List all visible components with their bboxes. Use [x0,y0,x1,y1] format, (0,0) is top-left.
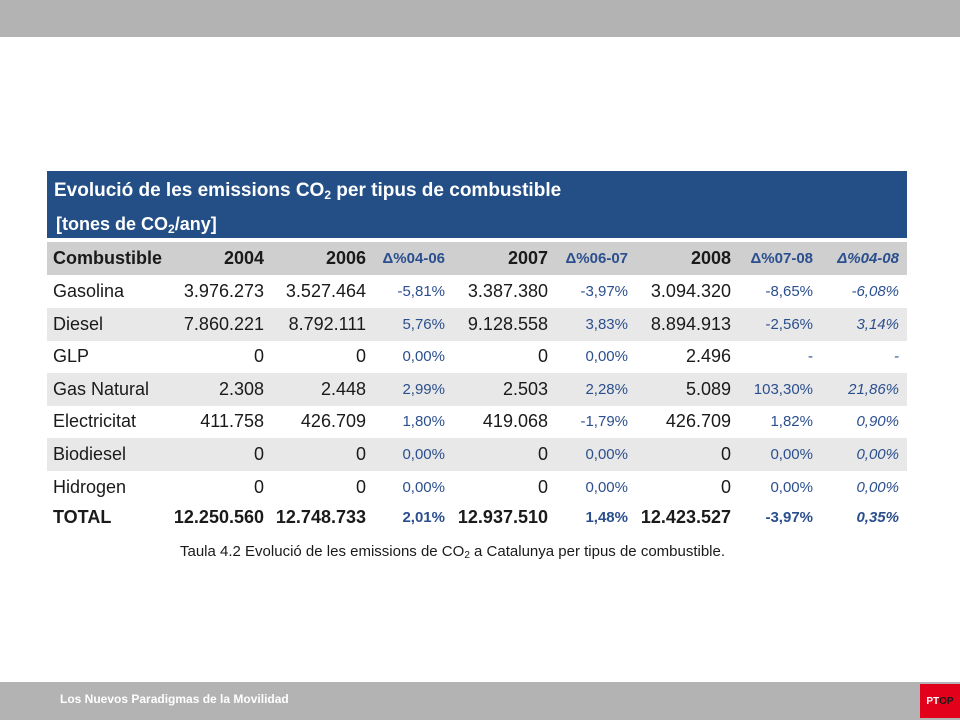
cell-y2004: 411.758 [200,411,264,432]
cell-d1: 0,00% [402,446,445,463]
cell-d2: -3,97% [580,283,628,300]
cell-d2: 0,00% [585,348,628,366]
cell-d2: 3,83% [585,315,628,333]
total-2004: 12.250.560 [173,507,264,527]
header-delta-06-07: Δ%06-07 [565,250,628,267]
table-row: Gasolina 3.976.273 3.527.464 -5,81% 3.387.38… [47,275,907,308]
cell-y2006: 0 [355,346,366,367]
cell-name: Electricitat [53,411,137,432]
total-delta-04-08: 0,35% [856,509,899,526]
cell-d1: -5,81% [397,283,445,300]
table-row: Biodiesel 0 0 0,00% 0 0,00% 0 0,00% 0,00% [47,438,907,471]
cell-d2: 0,00% [585,446,628,463]
total-2006: 12.748.733 [275,507,366,527]
cell-name: Gas Natural [53,378,150,399]
cell-d4: 0,00% [856,478,899,496]
cell-d1: 5,76% [402,315,445,333]
cell-y2007: 0 [537,346,548,367]
cell-d4: -6,08% [851,283,899,300]
header-delta-07-08: Δ%07-08 [750,250,813,267]
cell-y2006: 3.527.464 [285,281,366,301]
cell-y2004: 3.976.273 [183,281,264,301]
cell-d2: -1,79% [580,413,628,431]
cell-y2006: 0 [355,476,366,497]
cell-y2007: 0 [537,476,548,497]
header-2007: 2007 [507,248,548,268]
cell-y2004: 7.860.221 [183,313,264,334]
cell-y2008: 3.094.320 [650,281,731,301]
table-row: Electricitat 411.758 426.709 1,80% 419.068 -1… [47,405,907,438]
cell-y2008: 5.089 [685,378,731,399]
table-row: Hidrogen 0 0 0,00% 0 0,00% 0 0,00% 0,00% [47,471,907,504]
table-row: Gas Natural 2.308 2.448 2,99% 2.503 2,28% 5.08… [47,372,907,406]
cell-d1: 2,99% [402,380,445,398]
cell-name: Hidrogen [53,476,127,497]
cell-d3: 1,82% [770,413,813,431]
cell-y2008: 2.496 [685,346,731,367]
table-caption: Taula 4.2 Evolució de les emissions de C… [180,543,726,561]
cell-y2007: 3.387.380 [467,281,548,301]
ptop-logo: PT OP [920,684,960,718]
total-delta-07-08: -3,97% [765,509,813,526]
cell-d1: 1,80% [402,413,445,431]
cell-y2006: 2.448 [320,378,366,399]
total-delta-06-07: 1,48% [585,509,628,526]
cell-y2007: 419.068 [482,411,548,432]
cell-y2004: 0 [253,346,264,367]
cell-d1: 0,00% [402,348,445,366]
cell-y2007: 2.503 [502,378,548,399]
table-total-row: TOTAL 12.250.560 12.748.733 2,01% 12.937… [47,501,907,534]
cell-d2: 0,00% [585,478,628,496]
cell-y2007: 9.128.558 [467,313,548,334]
header-2004: 2004 [223,248,264,268]
table-header-row: Combustible 2004 2006 Δ%04-06 2007 Δ%06-… [47,242,907,275]
cell-y2004: 2.308 [218,378,264,399]
total-2008: 12.423.527 [640,507,731,527]
header-delta-04-06: Δ%04-06 [382,250,445,267]
cell-d3: 0,00% [770,478,813,496]
total-label: TOTAL [53,507,112,527]
cell-d4: 0,90% [856,413,899,431]
table-unit: [tones de CO2/any] [56,214,217,236]
table-row: Diesel 7.860.221 8.792.111 5,76% 9.128.558 3,… [47,307,907,341]
cell-name: Biodiesel [53,444,127,464]
cell-d4: - [894,348,899,366]
cell-d3: -2,56% [765,315,813,333]
cell-d3: -8,65% [765,283,813,300]
cell-y2006: 426.709 [300,411,366,432]
cell-y2007: 0 [537,444,548,464]
total-delta-04-06: 2,01% [402,509,445,526]
emissions-table: Evolució de les emissions CO2 per tipus … [47,171,911,580]
cell-d4: 21,86% [848,380,899,398]
cell-d4: 3,14% [856,315,899,333]
cell-name: GLP [53,346,90,367]
cell-y2008: 8.894.913 [650,313,731,334]
cell-y2004: 0 [253,476,264,497]
header-2008: 2008 [690,248,731,268]
table-title: Evolució de les emissions CO2 per tipus … [54,180,562,202]
cell-y2006: 8.792.111 [288,313,366,334]
cell-d1: 0,00% [402,478,445,496]
cell-y2004: 0 [253,444,264,464]
footer-title: Los Nuevos Paradigmas de la Movilidad [60,692,289,706]
table-row: GLP 0 0 0,00% 0 0,00% 2.496 - - [47,340,907,373]
table-title-band: Evolució de les emissions CO2 per tipus … [47,171,907,238]
cell-d3: 103,30% [753,380,813,398]
cell-y2008: 426.709 [665,411,731,432]
header-2006: 2006 [325,248,366,268]
cell-name: Diesel [53,313,104,334]
cell-d2: 2,28% [585,380,628,398]
cell-name: Gasolina [53,281,125,301]
cell-y2006: 0 [355,444,366,464]
total-2007: 12.937.510 [457,507,548,527]
cell-d3: 0,00% [770,446,813,463]
cell-d4: 0,00% [856,446,899,463]
cell-d3: - [808,348,813,366]
top-bar [0,0,960,37]
bottom-bar [0,682,960,720]
cell-y2008: 0 [720,444,731,464]
header-combustible: Combustible [53,248,163,268]
cell-y2008: 0 [720,476,731,497]
header-delta-04-08: Δ%04-08 [837,250,899,267]
